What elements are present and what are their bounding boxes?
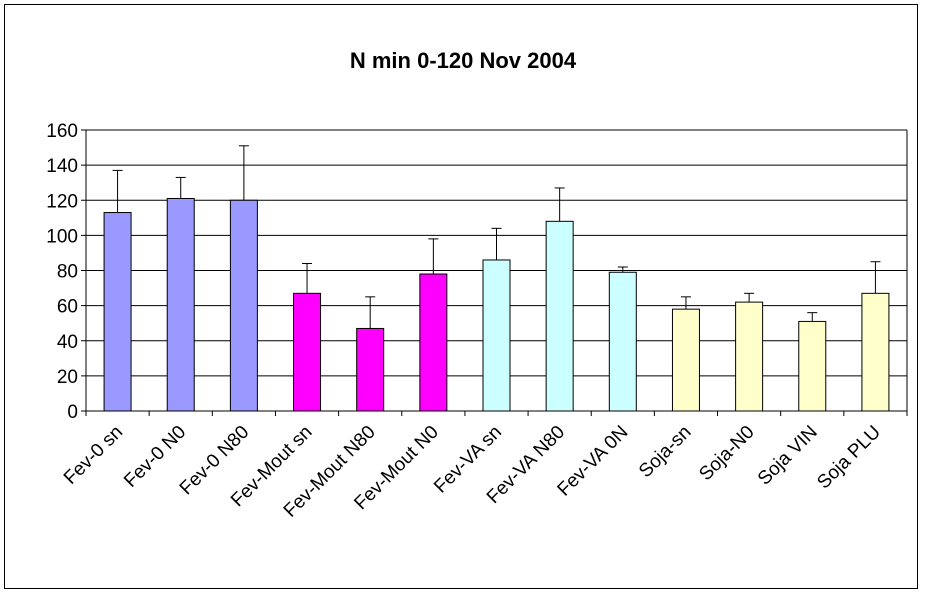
x-tick-label: Fev-0 sn xyxy=(60,422,127,489)
y-tick-label: 60 xyxy=(57,297,78,318)
y-tick-label: 100 xyxy=(46,226,78,247)
y-tick-label: 0 xyxy=(67,402,78,423)
bar xyxy=(545,220,574,412)
y-tick-label: 140 xyxy=(46,156,78,177)
bar xyxy=(798,320,827,412)
bars xyxy=(103,145,890,412)
bar xyxy=(482,259,511,412)
x-tick-label: Soja VIN xyxy=(754,422,822,490)
x-tick-label: Soja-N0 xyxy=(695,422,758,485)
bar xyxy=(735,301,764,412)
bar xyxy=(419,273,448,412)
bar xyxy=(229,199,258,412)
bar xyxy=(166,197,195,412)
chart-title: N min 0-120 Nov 2004 xyxy=(350,48,577,73)
y-tick-label: 80 xyxy=(57,262,78,283)
y-tick-label: 20 xyxy=(57,367,78,388)
bar xyxy=(356,327,385,412)
bar xyxy=(293,292,322,412)
y-tick-label: 120 xyxy=(46,191,78,212)
bar xyxy=(103,212,132,412)
chart-frame xyxy=(4,4,918,589)
bar xyxy=(861,292,890,412)
bar xyxy=(608,271,637,412)
x-tick-label: Soja PLU xyxy=(813,422,885,494)
axes xyxy=(81,129,908,416)
y-tick-label: 40 xyxy=(57,332,78,353)
x-tick-label: Soja-sn xyxy=(635,422,695,482)
y-tick-label: 160 xyxy=(46,121,78,142)
bar xyxy=(671,308,700,412)
